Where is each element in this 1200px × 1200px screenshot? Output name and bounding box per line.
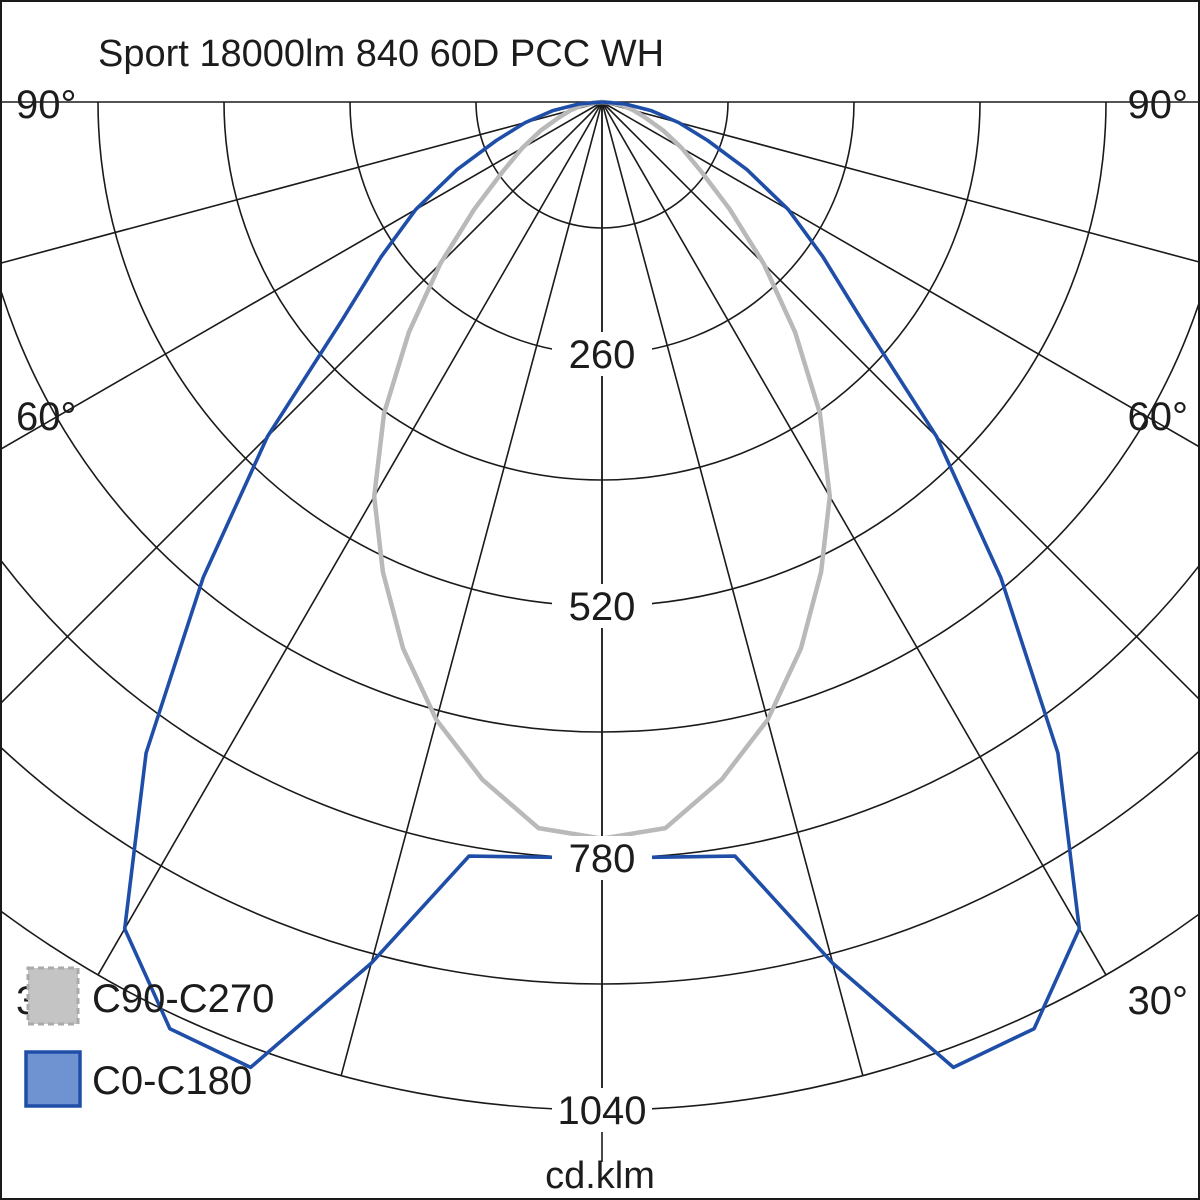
grid-spoke-60 xyxy=(601,101,1198,448)
grid-spokes xyxy=(2,101,1198,1162)
ring-label-520: 520 xyxy=(569,585,636,629)
ring-label-bg-260 xyxy=(552,332,652,376)
grid-spoke--30 xyxy=(97,101,603,976)
angle-label-left-90: 90° xyxy=(16,83,77,127)
angle-label-left-60: 60° xyxy=(16,395,77,439)
grid-spoke-45 xyxy=(601,101,1198,700)
ring-label-bg-1040 xyxy=(552,1088,652,1132)
ring-label-260: 260 xyxy=(569,333,636,377)
grid-spoke--60 xyxy=(2,101,603,450)
angle-label-right-30: 30° xyxy=(1128,979,1189,1023)
angle-labels: 90°60°30°90°60°30° xyxy=(16,83,1188,1023)
grid-spoke-30 xyxy=(601,101,1107,976)
ring-label-bg-520 xyxy=(552,584,652,628)
grid-spoke--75 xyxy=(2,101,603,264)
grid-spoke--15 xyxy=(340,101,603,1076)
chart-title: Sport 18000lm 840 60D PCC WH xyxy=(98,33,664,75)
legend-swatch-c0-c180 xyxy=(24,1050,82,1108)
ring-label-780: 780 xyxy=(569,837,636,881)
legend: C90-C270 C0-C180 xyxy=(24,966,274,1108)
ring-labels: 260 520 780 1040 xyxy=(552,332,652,1133)
legend-swatch-c90-c270 xyxy=(26,966,80,1026)
grid-spoke--45 xyxy=(2,101,603,704)
angle-label-right-90: 90° xyxy=(1128,83,1189,127)
grid-spoke-75 xyxy=(601,101,1198,263)
angle-label-right-60: 60° xyxy=(1128,395,1189,439)
ring-label-1040: 1040 xyxy=(558,1089,647,1133)
unit-label: cd.klm xyxy=(545,1155,655,1197)
grid-spoke-15 xyxy=(601,101,864,1076)
ring-label-bg-780 xyxy=(552,836,652,880)
legend-label-c90-c270: C90-C270 xyxy=(92,977,274,1021)
legend-label-c0-c180: C0-C180 xyxy=(92,1059,252,1103)
